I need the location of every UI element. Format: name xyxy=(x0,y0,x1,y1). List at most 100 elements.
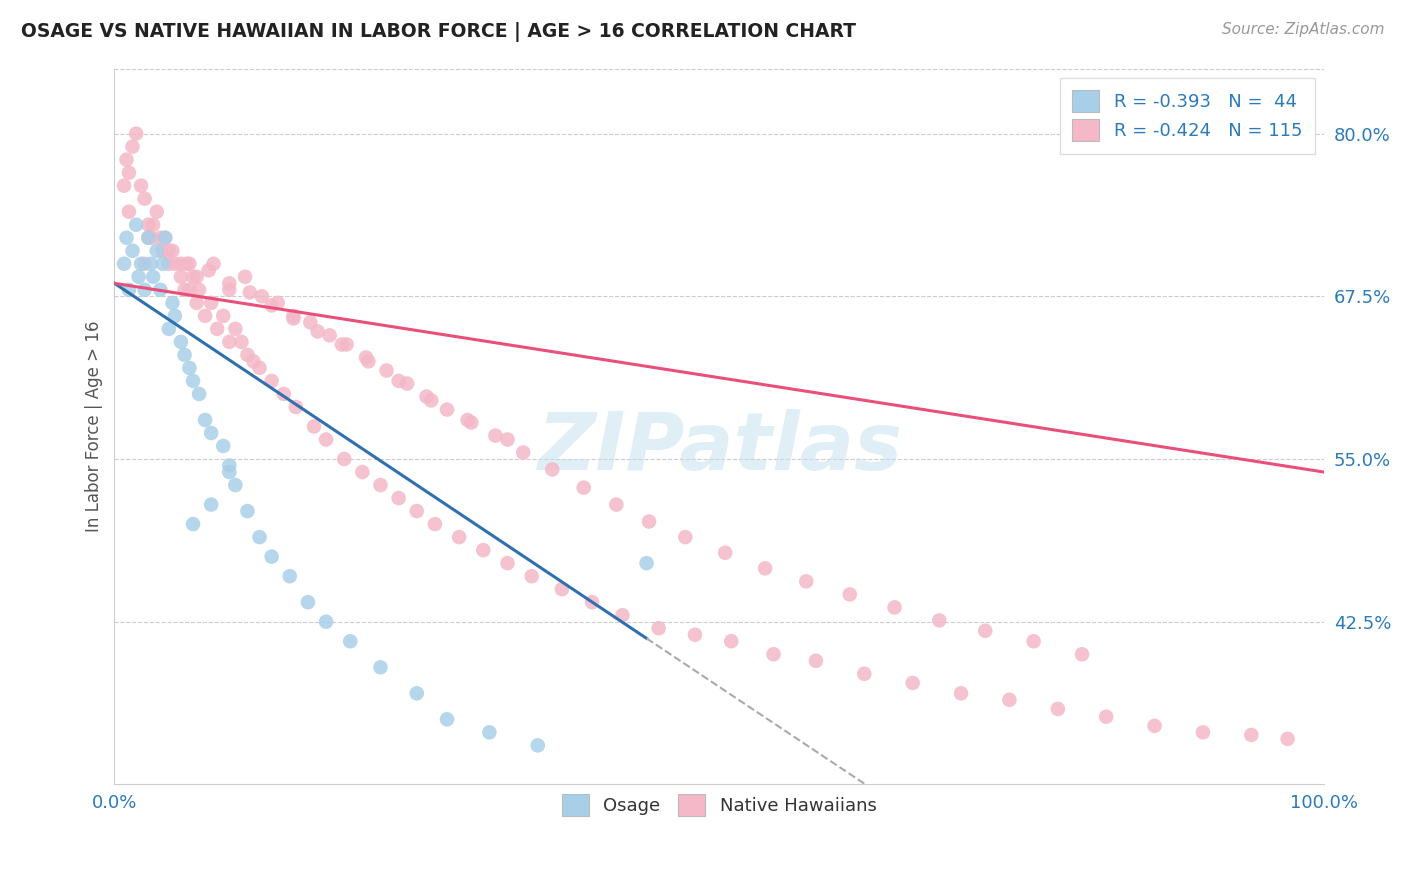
Point xyxy=(315,615,337,629)
Point xyxy=(194,413,217,427)
Point xyxy=(318,328,340,343)
Point xyxy=(388,374,411,388)
Point xyxy=(354,351,377,365)
Point xyxy=(157,322,180,336)
Point xyxy=(260,374,283,388)
Point xyxy=(278,569,301,583)
Point xyxy=(423,517,446,532)
Point xyxy=(541,462,564,476)
Point xyxy=(145,204,167,219)
Point xyxy=(478,725,501,739)
Point xyxy=(145,244,167,258)
Point xyxy=(1095,710,1118,724)
Point xyxy=(1046,702,1069,716)
Point xyxy=(186,269,208,284)
Point xyxy=(157,257,180,271)
Point xyxy=(883,600,905,615)
Point xyxy=(188,283,211,297)
Point xyxy=(231,334,253,349)
Point xyxy=(162,244,184,258)
Point xyxy=(1277,731,1299,746)
Point xyxy=(181,517,204,532)
Point xyxy=(449,530,471,544)
Point xyxy=(242,354,264,368)
Point xyxy=(405,504,427,518)
Point xyxy=(299,315,322,329)
Point xyxy=(720,634,742,648)
Point xyxy=(612,608,634,623)
Point xyxy=(218,277,240,291)
Point xyxy=(605,498,627,512)
Point xyxy=(163,257,186,271)
Point xyxy=(200,295,222,310)
Text: Source: ZipAtlas.com: Source: ZipAtlas.com xyxy=(1222,22,1385,37)
Point xyxy=(496,433,519,447)
Point xyxy=(112,257,135,271)
Point xyxy=(136,218,159,232)
Point xyxy=(336,337,359,351)
Point xyxy=(638,515,661,529)
Point xyxy=(200,425,222,440)
Point xyxy=(152,257,174,271)
Point xyxy=(236,504,259,518)
Text: ZIPatlas: ZIPatlas xyxy=(537,409,901,487)
Point xyxy=(551,582,574,597)
Point xyxy=(188,387,211,401)
Point xyxy=(142,269,165,284)
Point xyxy=(339,634,361,648)
Point xyxy=(142,218,165,232)
Point xyxy=(283,309,305,323)
Point xyxy=(250,289,273,303)
Point xyxy=(129,178,152,193)
Point xyxy=(297,595,319,609)
Point xyxy=(436,402,458,417)
Point xyxy=(236,348,259,362)
Point xyxy=(636,556,658,570)
Point xyxy=(176,257,198,271)
Point xyxy=(647,621,669,635)
Point xyxy=(673,530,696,544)
Point xyxy=(714,546,737,560)
Point xyxy=(330,337,353,351)
Point xyxy=(260,549,283,564)
Point xyxy=(170,257,193,271)
Point xyxy=(420,393,443,408)
Point xyxy=(121,139,143,153)
Point xyxy=(460,416,482,430)
Point xyxy=(170,269,193,284)
Point xyxy=(794,574,817,589)
Point xyxy=(205,322,228,336)
Point xyxy=(139,231,162,245)
Point xyxy=(194,309,217,323)
Point xyxy=(1192,725,1215,739)
Point xyxy=(197,263,219,277)
Point xyxy=(179,360,201,375)
Point xyxy=(333,452,356,467)
Point xyxy=(170,334,193,349)
Point xyxy=(260,298,283,312)
Point xyxy=(224,322,246,336)
Point xyxy=(118,204,141,219)
Point xyxy=(218,283,240,297)
Point xyxy=(136,231,159,245)
Point xyxy=(152,244,174,258)
Point xyxy=(370,478,392,492)
Point xyxy=(357,354,380,368)
Point xyxy=(218,465,240,479)
Point xyxy=(950,686,973,700)
Point xyxy=(173,283,195,297)
Point xyxy=(484,428,506,442)
Point xyxy=(853,666,876,681)
Point xyxy=(157,244,180,258)
Point xyxy=(370,660,392,674)
Point xyxy=(162,295,184,310)
Point xyxy=(121,244,143,258)
Point xyxy=(186,295,208,310)
Point xyxy=(974,624,997,638)
Point xyxy=(283,311,305,326)
Point xyxy=(405,686,427,700)
Point xyxy=(496,556,519,570)
Point xyxy=(125,127,148,141)
Point xyxy=(112,178,135,193)
Point xyxy=(249,360,271,375)
